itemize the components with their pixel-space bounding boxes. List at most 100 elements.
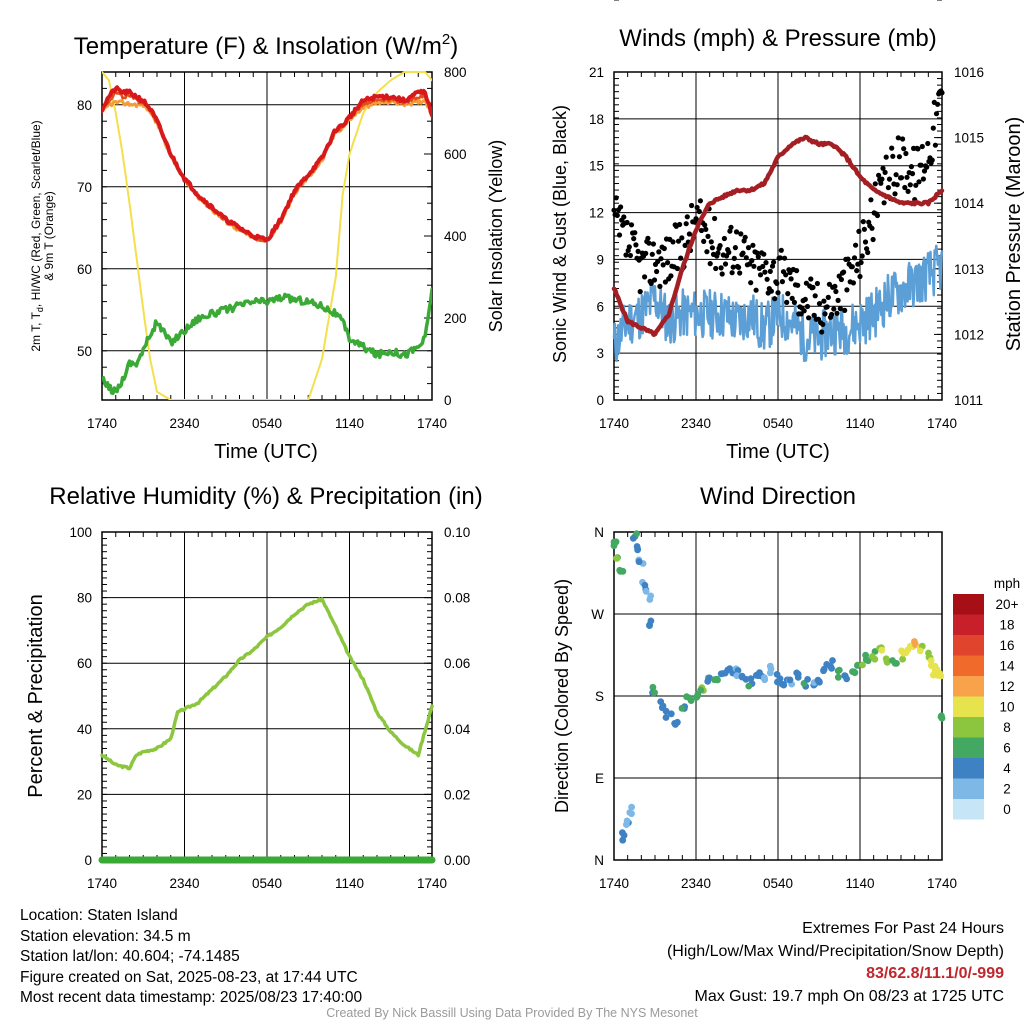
y-tick-label: 70: [77, 180, 92, 195]
legend-swatch: [953, 614, 984, 635]
direction-point: [854, 662, 861, 669]
gust-point: [868, 197, 874, 203]
gust-point: [915, 146, 921, 152]
gust-point: [753, 287, 759, 293]
gust-point: [856, 228, 862, 234]
gust-point: [869, 225, 875, 231]
direction-point: [868, 653, 876, 660]
gust-point: [935, 101, 941, 107]
gust-point: [788, 276, 794, 282]
direction-point: [936, 669, 943, 677]
y-tick-label: N: [594, 525, 604, 540]
direction-point: [647, 617, 655, 625]
grid: [101, 531, 433, 861]
y-tick-label: 40: [77, 722, 92, 737]
gust-point: [717, 243, 723, 249]
gust-point: [701, 238, 707, 244]
gust-point: [648, 280, 654, 286]
direction-point: [891, 659, 899, 667]
direction-point: [719, 670, 726, 677]
station-info: Location: Staten Island Station elevatio…: [20, 906, 362, 1009]
gust-point: [772, 296, 778, 302]
winds-title: Winds (mph) & Pressure (mb): [619, 25, 936, 52]
gust-point: [729, 270, 735, 276]
y2-tick-label: 400: [444, 229, 467, 244]
gust-point: [777, 255, 783, 261]
direction-point: [834, 673, 842, 681]
gust-point: [632, 230, 638, 236]
gust-point: [621, 214, 627, 220]
gust-point: [740, 250, 746, 256]
minor-ticks: [101, 531, 433, 861]
direction-point: [747, 675, 755, 682]
gust-point: [889, 145, 895, 151]
gust-point: [679, 235, 685, 241]
gust-point: [736, 264, 742, 270]
gust-point: [832, 283, 838, 289]
extremes-subheading: (High/Low/Max Wind/Precipitation/Snow De…: [666, 942, 1004, 960]
gust-point: [787, 269, 793, 276]
x-tick-label: 1740: [927, 416, 957, 431]
gust-point: [645, 235, 651, 241]
legend-swatch: [953, 717, 984, 738]
gust-point: [712, 215, 718, 222]
x-tick-label: 1140: [845, 876, 874, 891]
y2-tick-label: 1014: [954, 196, 985, 211]
winds-panel: Winds (mph) & Pressure (mb) Time (UTC) S…: [550, 25, 1024, 463]
gust-point: [757, 272, 764, 278]
direction-point: [761, 674, 768, 681]
direction-point: [733, 672, 741, 680]
gust-point: [670, 239, 676, 245]
gust-point: [730, 264, 736, 270]
gust-point: [650, 241, 657, 247]
x-tick-label: 2340: [681, 876, 711, 891]
gust-point: [775, 290, 781, 296]
gust-point: [858, 259, 864, 266]
gust-point: [831, 306, 837, 312]
gust-point: [824, 304, 830, 310]
direction-point: [623, 817, 631, 825]
gust-point: [822, 311, 828, 317]
wind-direction-ylabel: Direction (Colored By Speed): [552, 579, 572, 813]
gust-point: [857, 273, 863, 280]
direction-point: [651, 689, 658, 697]
y2-tick-label: 0.02: [444, 787, 470, 802]
direction-point: [678, 704, 686, 712]
direction-point: [649, 683, 657, 691]
plot-border: [613, 531, 943, 861]
gust-point: [920, 176, 927, 182]
gust-point: [722, 261, 729, 267]
direction-point: [667, 710, 675, 718]
y-tick-label: 0: [84, 853, 92, 868]
gust-point: [743, 255, 749, 261]
gust-point: [708, 239, 714, 245]
gust-point: [835, 297, 841, 303]
gust-point: [924, 164, 930, 170]
gust-point: [694, 204, 700, 211]
gust-point: [662, 279, 669, 285]
legend-swatch: [953, 799, 984, 820]
gust-point: [631, 236, 637, 242]
gust-point: [751, 263, 757, 269]
y-tick-label: 20: [77, 787, 92, 802]
gust-point: [675, 238, 682, 244]
gust-point: [728, 224, 734, 230]
gust-point: [767, 268, 773, 274]
series-line-pressure: [611, 134, 945, 337]
gust-point: [806, 315, 812, 321]
gust-point: [689, 202, 695, 209]
recent-data-timestamp: Most recent data timestamp: 2025/08/23 1…: [20, 989, 363, 1006]
gust-point: [614, 212, 620, 218]
gust-point: [624, 219, 630, 226]
gust-point: [682, 242, 688, 248]
gust-point: [678, 255, 684, 261]
gust-point: [623, 252, 629, 258]
gust-point: [801, 308, 807, 314]
gust-point: [860, 219, 866, 225]
gust-point: [892, 191, 898, 197]
direction-point: [634, 546, 641, 554]
extremes-values: 83/62.8/11.1/0/-999: [866, 965, 1004, 982]
direction-point: [619, 829, 626, 837]
x-tick-label: 0540: [252, 416, 282, 431]
direction-point: [937, 713, 945, 721]
